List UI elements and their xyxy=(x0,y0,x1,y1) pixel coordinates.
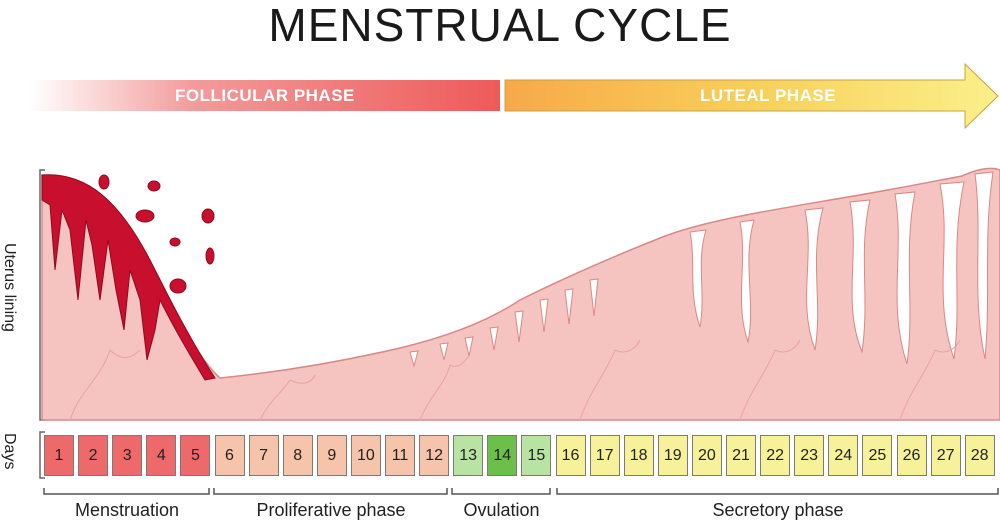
day-box-14: 14 xyxy=(487,435,518,476)
blood-drop xyxy=(147,180,161,192)
day-box-12: 12 xyxy=(419,435,450,476)
page-title: MENSTRUAL CYCLE xyxy=(268,0,732,51)
day-box-6: 6 xyxy=(214,435,245,476)
day-box-19: 19 xyxy=(657,435,688,476)
secretory-glands xyxy=(689,171,994,365)
blood-vessels xyxy=(69,339,961,421)
day-box-8: 8 xyxy=(282,435,313,476)
blood-drop xyxy=(98,174,110,190)
secretory-phase-label: Secretory phase xyxy=(712,500,844,520)
day-box-13: 13 xyxy=(453,435,484,476)
day-box-16: 16 xyxy=(555,435,586,476)
menstrual-blood xyxy=(41,174,216,381)
follicular-phase-label: FOLLICULAR PHASE xyxy=(175,86,355,105)
day-box-28: 28 xyxy=(964,435,995,476)
day-box-3: 3 xyxy=(112,435,143,476)
day-box-25: 25 xyxy=(862,435,893,476)
day-box-10: 10 xyxy=(350,435,381,476)
proliferative-glands xyxy=(409,278,599,368)
day-box-5: 5 xyxy=(180,435,211,476)
day-box-7: 7 xyxy=(248,435,279,476)
luteal-phase-label: LUTEAL PHASE xyxy=(700,86,837,105)
day-box-15: 15 xyxy=(521,435,552,476)
day-box-20: 20 xyxy=(691,435,722,476)
luteal-phase-arrow xyxy=(504,62,999,130)
day-box-11: 11 xyxy=(385,435,415,476)
group-brackets xyxy=(43,488,999,495)
day-box-4: 4 xyxy=(146,435,177,476)
blood-drop xyxy=(135,209,155,223)
days-axis-bracket xyxy=(39,431,45,479)
day-box-18: 18 xyxy=(623,435,654,476)
proliferative-phase-label: Proliferative phase xyxy=(256,500,406,520)
ovulation-label: Ovulation xyxy=(463,500,540,520)
blood-drop xyxy=(205,247,215,265)
day-box-26: 26 xyxy=(896,435,927,476)
blood-drop xyxy=(169,278,187,294)
day-box-24: 24 xyxy=(828,435,859,476)
day-box-9: 9 xyxy=(316,435,347,476)
blood-drop xyxy=(201,208,215,224)
blood-drop xyxy=(169,237,181,247)
menstruation-label: Menstruation xyxy=(74,500,180,520)
day-box-2: 2 xyxy=(78,435,109,476)
day-box-17: 17 xyxy=(589,435,620,476)
day-box-1: 1 xyxy=(44,435,74,476)
day-box-22: 22 xyxy=(760,435,791,476)
day-box-21: 21 xyxy=(726,435,756,476)
follicular-phase-band xyxy=(30,80,500,111)
day-box-27: 27 xyxy=(930,435,961,476)
days-label: Days xyxy=(1,433,18,470)
day-box-23: 23 xyxy=(794,435,825,476)
uterus-lining-label: Uterus lining xyxy=(1,243,18,332)
